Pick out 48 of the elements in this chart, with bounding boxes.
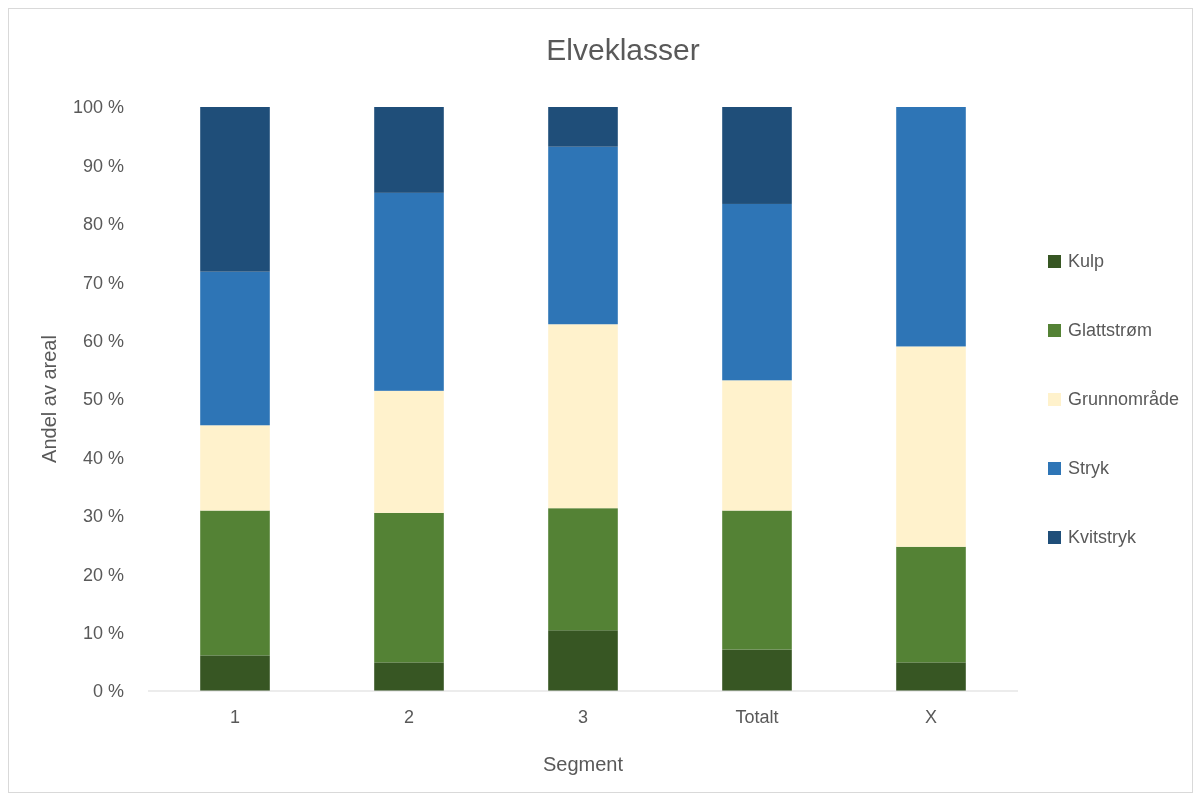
bar (896, 662, 966, 691)
bar (896, 346, 966, 547)
x-tick-label: Totalt (735, 707, 779, 727)
bar (374, 107, 444, 193)
chart-title: Elveklasser (546, 33, 700, 66)
y-tick-label: 0 % (92, 681, 124, 702)
x-tick-label: 2 (403, 707, 415, 727)
bar (374, 512, 444, 663)
bar (374, 390, 444, 513)
bar (722, 510, 792, 650)
bar (374, 192, 444, 391)
bar (896, 107, 966, 347)
legend-label: Stryk (1068, 458, 1110, 479)
y-tick-label: 100 % (72, 97, 124, 118)
bar (548, 324, 618, 509)
y-tick-label: 10 % (82, 622, 124, 643)
bar (548, 107, 618, 147)
x-tick-label: 1 (229, 707, 241, 727)
bar (722, 649, 792, 691)
y-tick-label: 90 % (82, 155, 124, 176)
bar (722, 380, 792, 511)
y-axis-title: Andel av areal (38, 335, 60, 463)
bar (200, 271, 270, 426)
x-tick-label: X (924, 707, 938, 727)
bar (200, 425, 270, 511)
bar (200, 655, 270, 691)
bar (722, 107, 792, 204)
bar (896, 546, 966, 663)
legend-label: Kulp (1068, 251, 1105, 272)
y-tick-label: 70 % (82, 272, 124, 293)
y-tick-label: 80 % (82, 214, 124, 235)
bar (374, 662, 444, 691)
x-tick-label: 3 (577, 707, 589, 727)
legend-label: Glattstrøm (1068, 320, 1152, 341)
y-tick-label: 40 % (82, 447, 124, 468)
y-tick-label: 60 % (82, 330, 124, 351)
x-axis-title: Segment (542, 753, 624, 775)
bar (548, 630, 618, 691)
y-tick-label: 50 % (82, 389, 124, 410)
bar (200, 510, 270, 656)
bar (548, 508, 618, 631)
legend-label: Grunnområde (1068, 389, 1180, 410)
y-tick-label: 30 % (82, 506, 124, 527)
bar (200, 107, 270, 272)
bar (548, 146, 618, 325)
y-tick-label: 20 % (82, 564, 124, 585)
bar (722, 203, 792, 381)
legend-label: Kvitstryk (1068, 527, 1137, 548)
